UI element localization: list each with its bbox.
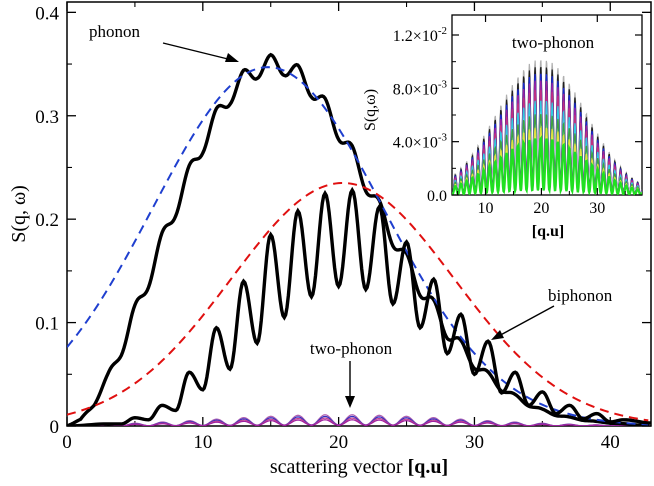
x-axis-label-text: scattering vector bbox=[270, 456, 408, 478]
main-axis-ticks: 0 10 20 30 40 0 0.1 0.2 0.3 0.4 bbox=[35, 2, 651, 453]
inset-x-tick-label: 20 bbox=[533, 200, 549, 217]
y-tick-label: 0.3 bbox=[35, 107, 59, 128]
annotation-biphonon-arrow bbox=[494, 305, 555, 339]
y-tick-label: 0.1 bbox=[35, 314, 59, 335]
inset-x-tick-label: 10 bbox=[478, 200, 494, 217]
annotation-phonon-arrowhead bbox=[225, 53, 239, 62]
phonon-fit-curve bbox=[67, 66, 649, 426]
inset-y-tick-label: 4.0×10-3 bbox=[393, 132, 448, 152]
inset-y-tick-label: 8.0×10-3 bbox=[393, 78, 448, 98]
x-axis-label: scattering vector [q.u] bbox=[270, 456, 448, 478]
inset-y-tick-label: 1.2×10-2 bbox=[393, 25, 447, 45]
y-tick-label: 0 bbox=[50, 417, 60, 438]
y-tick-label: 0.2 bbox=[35, 210, 59, 231]
biphonon-curve bbox=[67, 186, 651, 426]
x-tick-label: 10 bbox=[193, 432, 212, 453]
annotation-biphonon-arrowhead bbox=[491, 330, 504, 340]
x-tick-label: 20 bbox=[329, 432, 348, 453]
inset-axis-ticks: 10 20 30 0.0 4.0×10-3 8.0×10-3 1.2×10-2 bbox=[393, 15, 642, 217]
main-series bbox=[67, 52, 651, 426]
biphonon-fit-curve bbox=[67, 181, 649, 422]
inset-chart: 10 20 30 0.0 4.0×10-3 8.0×10-3 1.2×10-2 two-ph… bbox=[362, 14, 643, 240]
inset-x-tick-label: 30 bbox=[589, 200, 605, 217]
two-phonon-curve bbox=[67, 419, 650, 426]
x-axis-label-unit: [q.u] bbox=[408, 456, 449, 478]
annotation-biphonon: biphonon bbox=[548, 286, 613, 305]
x-tick-label: 30 bbox=[465, 432, 484, 453]
inset-series bbox=[452, 60, 642, 195]
annotations: phonon biphonon two-phonon bbox=[89, 22, 613, 408]
x-tick-label: 0 bbox=[62, 432, 72, 453]
inset-x-axis-label: [q.u] bbox=[532, 223, 564, 240]
x-tick-label: 40 bbox=[601, 432, 620, 453]
inset-two-phonon-curve bbox=[452, 135, 642, 195]
inset-y-axis-label: S(q,ω) bbox=[362, 89, 379, 131]
phonon-curve bbox=[67, 52, 650, 426]
annotation-two-phonon: two-phonon bbox=[310, 339, 393, 358]
annotation-phonon-arrow bbox=[162, 42, 237, 62]
y-axis-label: S(q, ω) bbox=[8, 185, 30, 243]
y-tick-label: 0.4 bbox=[35, 3, 59, 24]
annotation-phonon: phonon bbox=[89, 22, 141, 41]
inset-title: two-phonon bbox=[512, 33, 595, 52]
annotation-two-phonon-arrowhead bbox=[345, 396, 355, 408]
inset-y-tick-label: 0.0 bbox=[427, 188, 447, 205]
